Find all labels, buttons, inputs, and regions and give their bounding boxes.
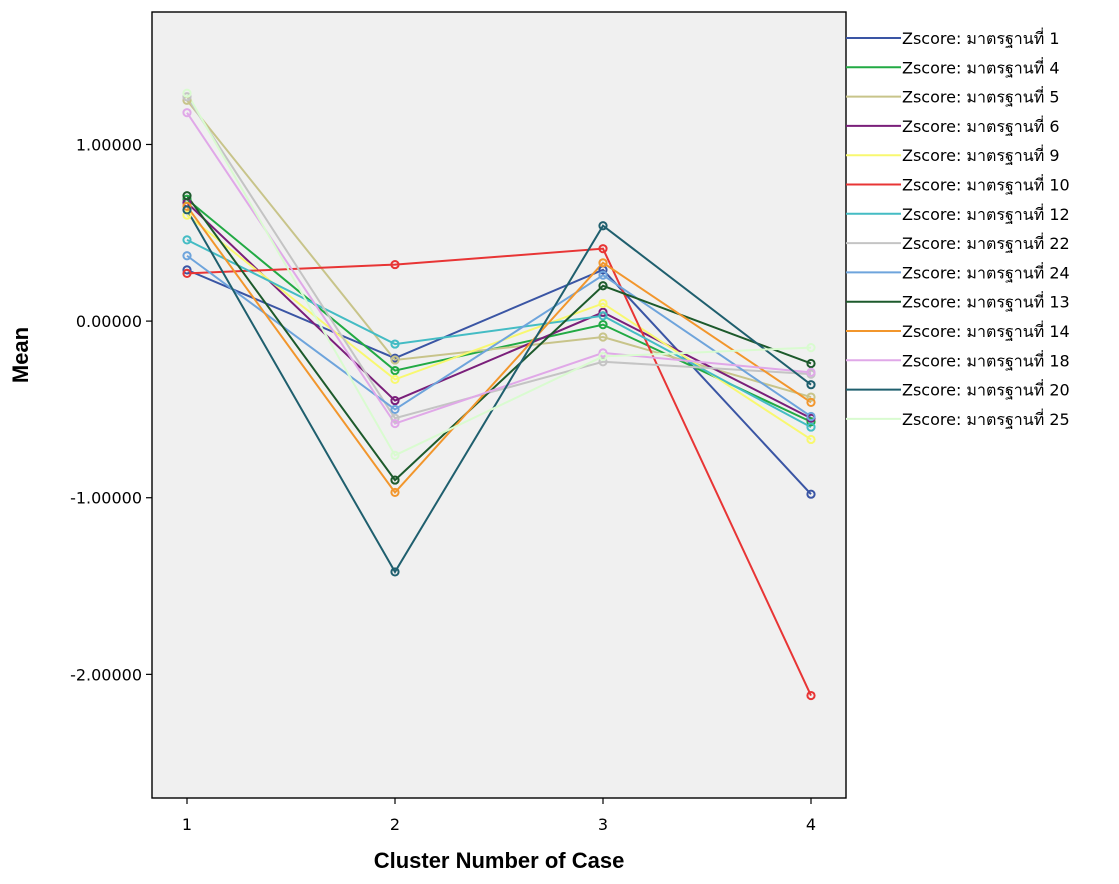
data-point: [390, 365, 400, 376]
data-point: [806, 392, 816, 402]
data-point: [598, 311, 608, 321]
legend-label: Zscore: มาตรฐานที่ 24: [902, 261, 1070, 282]
data-point: [182, 108, 192, 118]
data-point: [390, 374, 400, 384]
data-point: [598, 221, 608, 231]
data-point: [806, 411, 816, 422]
data-point: [390, 418, 400, 429]
data-point: [182, 201, 192, 211]
legend-label: Zscore: มาตรฐานที่ 12: [902, 203, 1070, 224]
y-tick-label: 0.00000: [76, 312, 142, 331]
x-tick-label: 1: [182, 815, 192, 834]
legend-label: Zscore: มาตรฐานที่ 13: [902, 291, 1070, 312]
legend-label: Zscore: มาตรฐานที่ 20: [902, 379, 1070, 400]
data-point: [806, 690, 816, 701]
data-point: [182, 88, 192, 98]
data-point: [182, 251, 192, 261]
series-line: [186, 195, 812, 482]
data-point: [598, 244, 608, 254]
data-point: [390, 404, 400, 415]
series-lines: [186, 92, 812, 696]
data-point: [182, 268, 192, 279]
y-tick-label: -1.00000: [70, 489, 142, 508]
data-point: [390, 339, 400, 349]
data-point: [390, 567, 400, 577]
series-line: [186, 254, 812, 418]
data-point: [598, 357, 608, 367]
series-line: [186, 238, 812, 428]
series-line: [186, 112, 812, 425]
data-point: [390, 475, 400, 485]
data-point: [598, 307, 608, 317]
data-point: [806, 397, 816, 407]
data-point: [390, 487, 400, 498]
data-point: [598, 258, 608, 268]
x-tick-label: 3: [598, 815, 608, 834]
legend-label: Zscore: มาตรฐานที่ 14: [902, 320, 1070, 341]
y-tick-label: 1.00000: [76, 135, 142, 154]
legend-label: Zscore: มาตรฐานที่ 5: [902, 86, 1060, 107]
x-tick-label: 4: [806, 815, 816, 834]
data-point: [182, 205, 192, 215]
y-axis: 1.00000 0.00000 -1.00000 -2.00000: [70, 135, 152, 684]
data-point: [806, 434, 816, 445]
data-point: [390, 355, 400, 365]
x-tick-label: 2: [390, 815, 400, 834]
data-point: [182, 92, 192, 102]
data-point: [390, 413, 400, 423]
series-line: [186, 202, 812, 420]
data-point: [598, 281, 608, 291]
legend-label: Zscore: มาตรฐานที่ 10: [902, 174, 1070, 195]
legend-label: Zscore: มาตรฐานที่ 22: [902, 232, 1070, 253]
y-tick-label: -2.00000: [70, 665, 142, 684]
data-point: [182, 210, 192, 220]
data-point: [806, 342, 816, 353]
data-point: [182, 265, 192, 275]
series-line: [186, 205, 812, 495]
data-point: [182, 191, 192, 201]
legend-label: Zscore: มาตรฐานที่ 18: [902, 349, 1070, 370]
data-point: [806, 367, 816, 377]
series-points: [182, 88, 816, 701]
data-point: [390, 450, 400, 460]
data-point: [598, 351, 608, 362]
data-point: [390, 259, 400, 270]
data-point: [598, 320, 608, 330]
data-point: [806, 489, 816, 499]
data-point: [598, 298, 608, 309]
series-line: [186, 209, 812, 574]
legend-label: Zscore: มาตรฐานที่ 9: [902, 144, 1060, 165]
legend: Zscore: มาตรฐานที่ 1 Zscore: มาตรฐานที่ 4…: [846, 27, 1070, 429]
data-point: [806, 358, 816, 369]
legend-label: Zscore: มาตรฐานที่ 6: [902, 115, 1060, 136]
data-point: [598, 332, 608, 342]
series-line: [186, 268, 812, 495]
legend-label: Zscore: มาตรฐานที่ 25: [902, 408, 1070, 429]
data-point: [182, 235, 192, 245]
legend-label: Zscore: มาตรฐานที่ 1: [902, 27, 1060, 48]
y-axis-title: Mean: [8, 327, 33, 383]
x-axis: 1 2 3 4: [182, 798, 816, 834]
series-line: [186, 96, 812, 420]
data-point: [598, 270, 608, 280]
series-line: [186, 92, 812, 457]
legend-label: Zscore: มาตรฐานที่ 4: [902, 56, 1060, 77]
data-point: [390, 395, 400, 406]
data-point: [806, 422, 816, 432]
data-point: [806, 380, 816, 390]
x-axis-title: Cluster Number of Case: [374, 848, 625, 873]
data-point: [598, 348, 608, 358]
data-point: [806, 417, 816, 427]
